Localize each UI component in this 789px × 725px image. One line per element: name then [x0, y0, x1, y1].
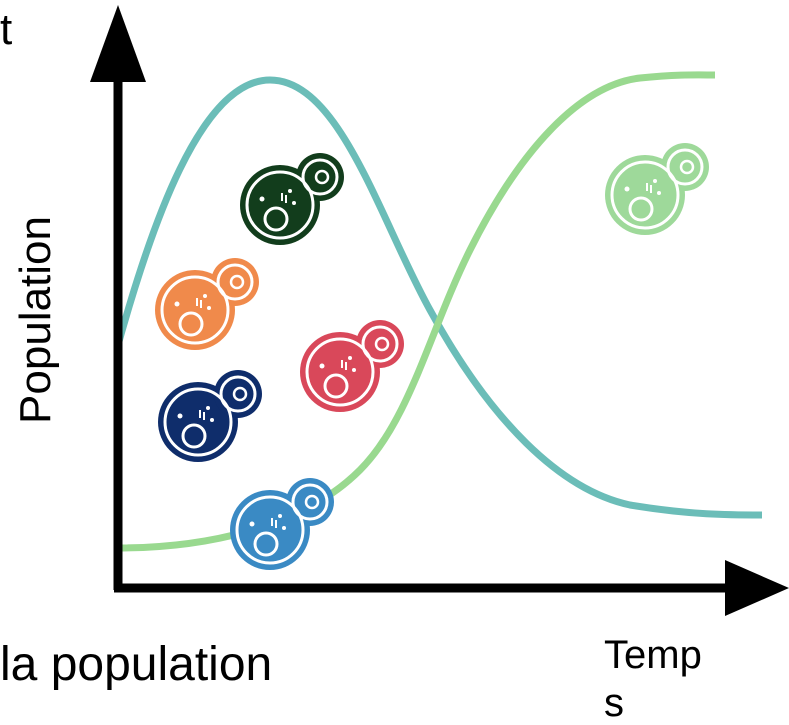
- yeast-cell: [155, 258, 259, 350]
- top-left-text: t: [0, 5, 12, 54]
- x-axis-label: s: [604, 681, 624, 725]
- yeast-cell: [230, 478, 334, 570]
- caption: la population: [0, 638, 272, 691]
- yeast-cell: [605, 143, 709, 235]
- yeast-cell: [300, 320, 404, 412]
- x-axis-label: Temp: [604, 633, 702, 677]
- y-axis-label: Population: [11, 216, 60, 424]
- diagram: t Population Temp s la population: [0, 0, 789, 725]
- yeast-cell: [240, 153, 344, 245]
- yeast-cell: [158, 370, 262, 462]
